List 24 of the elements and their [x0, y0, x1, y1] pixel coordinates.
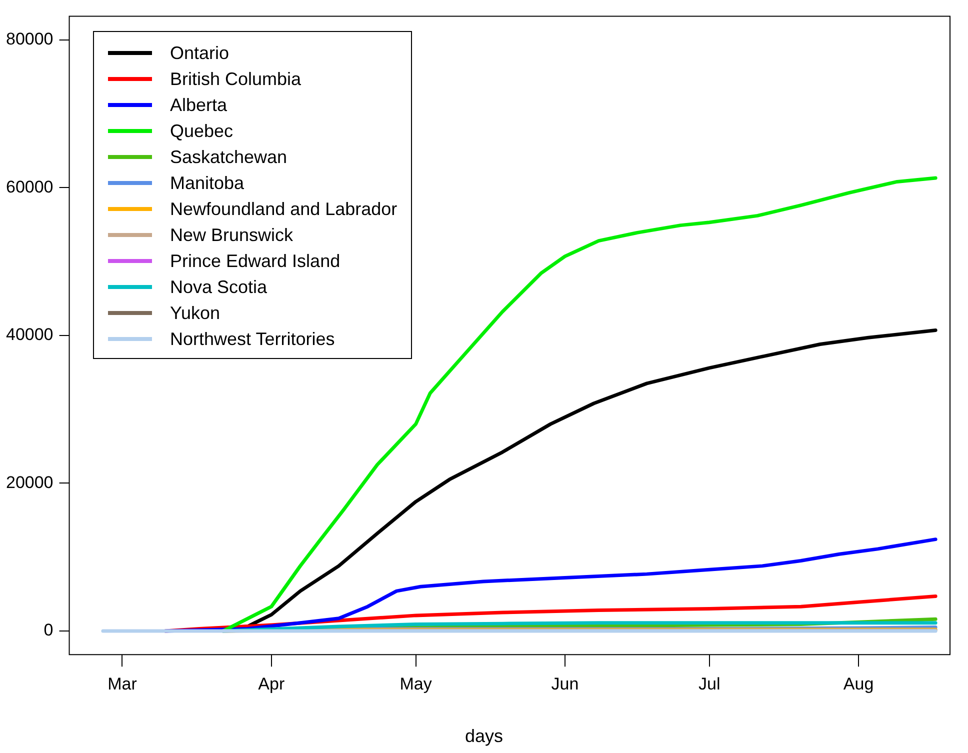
legend-label: Nova Scotia [170, 276, 268, 298]
x-tick-label: Apr [258, 674, 285, 694]
legend-label: Newfoundland and Labrador [170, 198, 398, 220]
y-tick-label: 60000 [6, 177, 54, 196]
legend-label: New Brunswick [170, 224, 294, 246]
legend-label: Saskatchewan [170, 146, 288, 168]
x-tick-label: May [400, 674, 432, 694]
y-tick-label: 20000 [6, 472, 54, 492]
x-tick-label: Aug [843, 674, 874, 694]
y-tick-label: 0 [44, 620, 54, 640]
x-tick-label: Jul [698, 674, 720, 694]
x-axis-title: days [464, 726, 504, 747]
legend-label: Manitoba [170, 172, 244, 194]
legend-label: British Columbia [170, 68, 302, 90]
legend-label: Northwest Territories [170, 328, 335, 350]
legend-label: Ontario [170, 42, 230, 64]
legend-label: Quebec [170, 120, 234, 142]
x-tick-label: Jun [551, 674, 579, 694]
legend-label: Yukon [170, 302, 220, 324]
x-tick-label: Mar [108, 674, 138, 694]
legend-label: Prince Edward Island [170, 250, 340, 272]
y-tick-label: 80000 [6, 30, 54, 49]
legend-label: Alberta [170, 94, 228, 116]
y-tick-label: 40000 [6, 325, 54, 344]
